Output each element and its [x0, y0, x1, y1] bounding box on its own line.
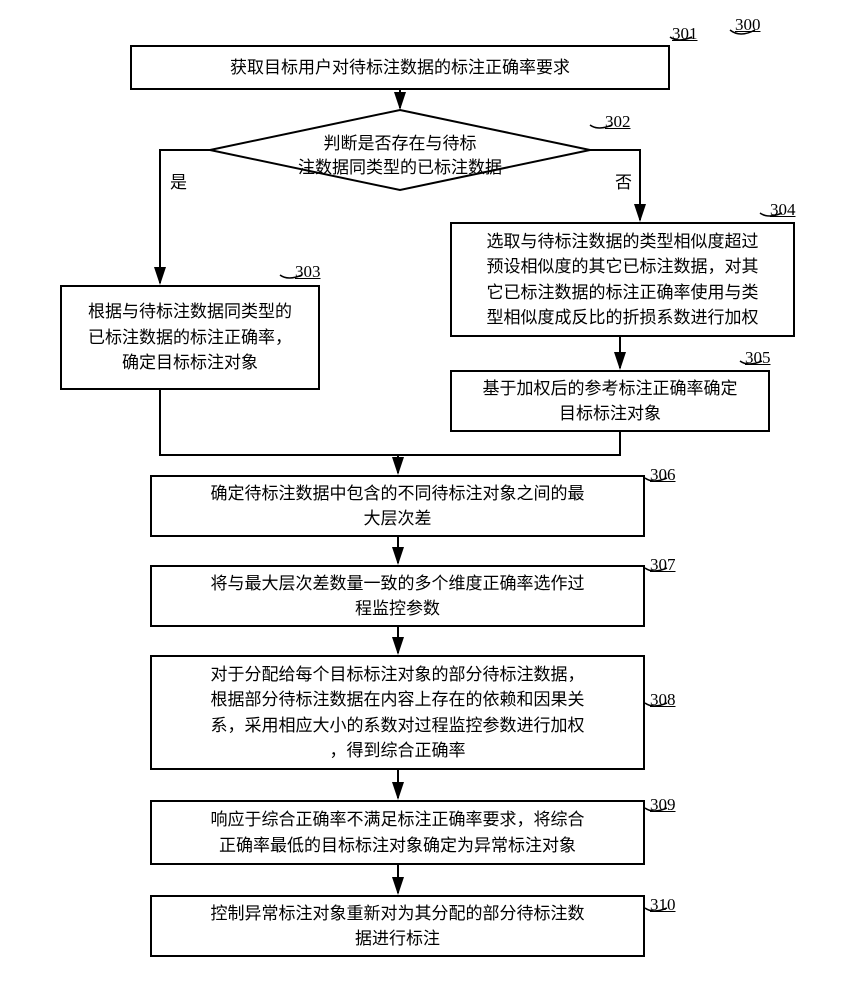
- label-no: 否: [615, 168, 632, 193]
- ref-308: 308: [650, 690, 676, 710]
- node-304-text: 选取与待标注数据的类型相似度超过预设相似度的其它已标注数据，对其它已标注数据的标…: [487, 229, 759, 331]
- node-306: 确定待标注数据中包含的不同待标注对象之间的最大层次差: [150, 475, 645, 537]
- node-302-text: 判断是否存在与待标注数据同类型的已标注数据: [270, 132, 530, 180]
- node-309: 响应于综合正确率不满足标注正确率要求，将综合正确率最低的目标标注对象确定为异常标…: [150, 800, 645, 865]
- ref-310: 310: [650, 895, 676, 915]
- node-307: 将与最大层次差数量一致的多个维度正确率选作过程监控参数: [150, 565, 645, 627]
- node-303-text: 根据与待标注数据同类型的已标注数据的标注正确率，确定目标标注对象: [88, 299, 292, 376]
- ref-307: 307: [650, 555, 676, 575]
- node-308-text: 对于分配给每个目标标注对象的部分待标注数据，根据部分待标注数据在内容上存在的依赖…: [211, 662, 585, 764]
- ref-306: 306: [650, 465, 676, 485]
- node-304: 选取与待标注数据的类型相似度超过预设相似度的其它已标注数据，对其它已标注数据的标…: [450, 222, 795, 337]
- label-yes: 是: [170, 168, 187, 193]
- node-307-text: 将与最大层次差数量一致的多个维度正确率选作过程监控参数: [211, 571, 585, 622]
- node-305: 基于加权后的参考标注正确率确定目标标注对象: [450, 370, 770, 432]
- ref-301: 301: [672, 24, 698, 44]
- node-306-text: 确定待标注数据中包含的不同待标注对象之间的最大层次差: [211, 481, 585, 532]
- node-309-text: 响应于综合正确率不满足标注正确率要求，将综合正确率最低的目标标注对象确定为异常标…: [211, 807, 585, 858]
- ref-303: 303: [295, 262, 321, 282]
- ref-309: 309: [650, 795, 676, 815]
- node-301-text: 获取目标用户对待标注数据的标注正确率要求: [230, 55, 570, 81]
- ref-304: 304: [770, 200, 796, 220]
- node-305-text: 基于加权后的参考标注正确率确定目标标注对象: [483, 376, 738, 427]
- node-301: 获取目标用户对待标注数据的标注正确率要求: [130, 45, 670, 90]
- figure-ref: 300: [735, 15, 761, 35]
- node-310: 控制异常标注对象重新对为其分配的部分待标注数据进行标注: [150, 895, 645, 957]
- ref-305: 305: [745, 348, 771, 368]
- node-303: 根据与待标注数据同类型的已标注数据的标注正确率，确定目标标注对象: [60, 285, 320, 390]
- node-308: 对于分配给每个目标标注对象的部分待标注数据，根据部分待标注数据在内容上存在的依赖…: [150, 655, 645, 770]
- ref-302: 302: [605, 112, 631, 132]
- node-310-text: 控制异常标注对象重新对为其分配的部分待标注数据进行标注: [211, 901, 585, 952]
